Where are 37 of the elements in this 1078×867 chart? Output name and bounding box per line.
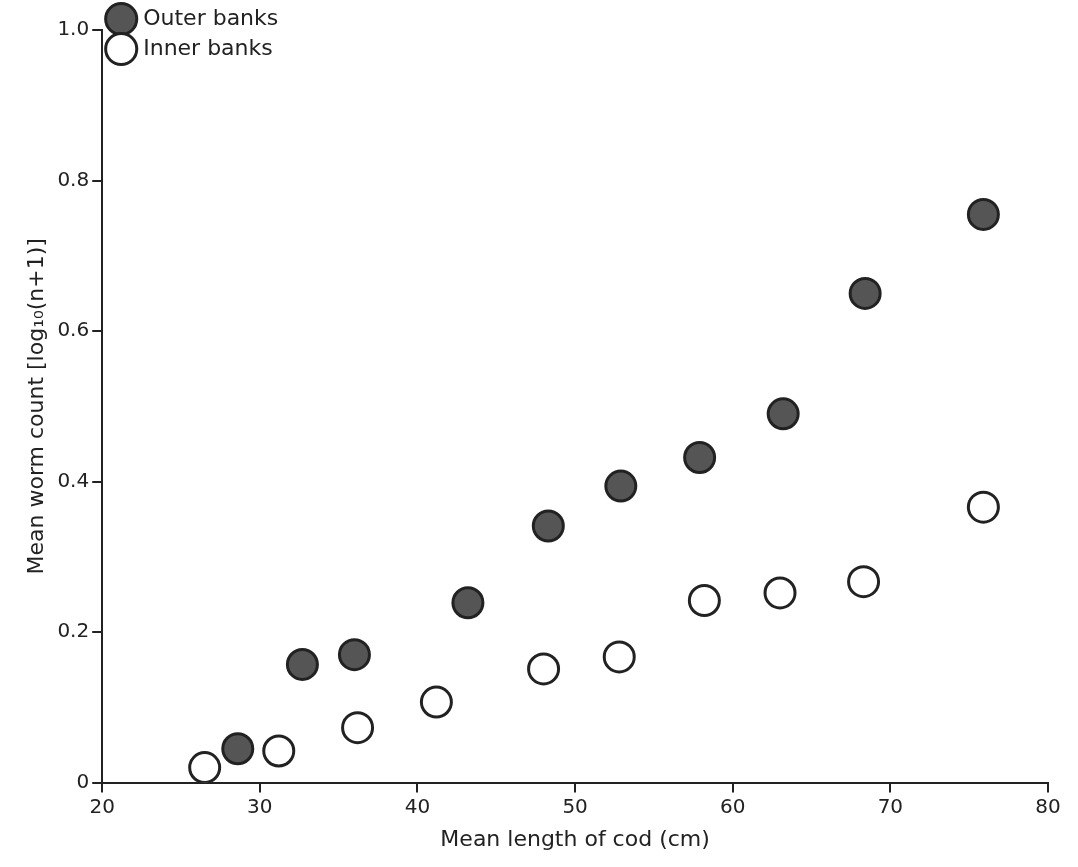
y-tick-label: 0.4: [57, 467, 90, 492]
point: [604, 469, 638, 503]
point: [527, 652, 561, 686]
point: [341, 711, 375, 745]
x-tick-label: 70: [877, 793, 904, 818]
point: [847, 565, 881, 599]
x-tick-label: 60: [720, 793, 746, 818]
point: [419, 685, 453, 719]
point: [848, 276, 882, 310]
y-tick-label: 0.6: [57, 317, 90, 342]
point: [337, 638, 371, 672]
point: [188, 751, 222, 783]
point: [602, 640, 636, 674]
point: [966, 490, 1000, 524]
x-tick-label: 40: [404, 793, 431, 818]
x-tick-label: 50: [562, 793, 588, 818]
x-tick-label: 30: [247, 793, 273, 818]
point: [766, 397, 800, 431]
point: [966, 197, 1000, 231]
legend-label: Inner banks: [143, 34, 273, 60]
point: [683, 440, 717, 474]
x-tick-label: 80: [1035, 793, 1061, 818]
y-tick-label: 1.0: [57, 16, 90, 41]
point: [763, 576, 797, 610]
point: [531, 509, 565, 543]
y-axis-title: Mean worm count [log₁₀(n+1)]: [22, 238, 48, 575]
y-tick-label: 0.8: [57, 166, 90, 191]
y-tick-label: 0: [76, 768, 90, 793]
point: [687, 583, 721, 617]
legend-label: Outer banks: [143, 4, 279, 30]
y-tick-label: 0.2: [57, 618, 90, 643]
x-axis-title: Mean length of cod (cm): [440, 825, 710, 851]
x-tick-label: 20: [89, 793, 115, 818]
point: [285, 647, 319, 681]
point: [221, 732, 255, 766]
point: [451, 586, 485, 620]
point: [262, 734, 296, 768]
